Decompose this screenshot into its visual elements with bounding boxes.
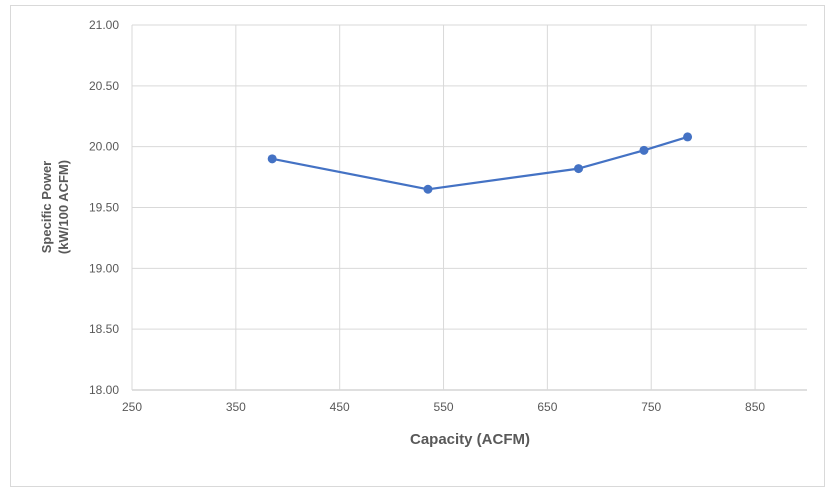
data-point: [267, 154, 277, 164]
y-tick-label: 19.50: [89, 201, 119, 215]
x-tick-labels: 250 350 450 550 650 750 850: [122, 400, 765, 414]
x-tick-label: 750: [641, 400, 661, 414]
y-tick-label: 21.00: [89, 18, 119, 32]
series-line: [271, 135, 688, 191]
x-tick-label: 450: [330, 400, 350, 414]
data-point: [423, 184, 433, 194]
y-axis-title-line-2: (kW/100 ACFM): [56, 160, 71, 254]
data-series: [267, 132, 693, 194]
y-tick-label: 19.00: [89, 261, 119, 275]
data-point: [639, 145, 649, 155]
x-tick-label: 350: [226, 400, 246, 414]
x-tick-label: 550: [434, 400, 454, 414]
grid-lines: [131, 24, 807, 391]
y-tick-label: 20.50: [89, 79, 119, 93]
x-tick-label: 650: [537, 400, 557, 414]
data-point: [683, 132, 693, 142]
y-tick-label: 20.00: [89, 140, 119, 154]
y-axis-title-line-1: Specific Power: [39, 161, 54, 253]
y-tick-label: 18.50: [89, 322, 119, 336]
y-tick-label: 18.00: [89, 383, 119, 397]
data-point: [574, 164, 584, 174]
x-tick-label: 850: [745, 400, 765, 414]
x-axis-title: Capacity (ACFM): [410, 431, 530, 448]
y-tick-labels: 18.00 18.50 19.00 19.50 20.00 20.50 21.00: [89, 18, 119, 397]
x-tick-label: 250: [122, 400, 142, 414]
